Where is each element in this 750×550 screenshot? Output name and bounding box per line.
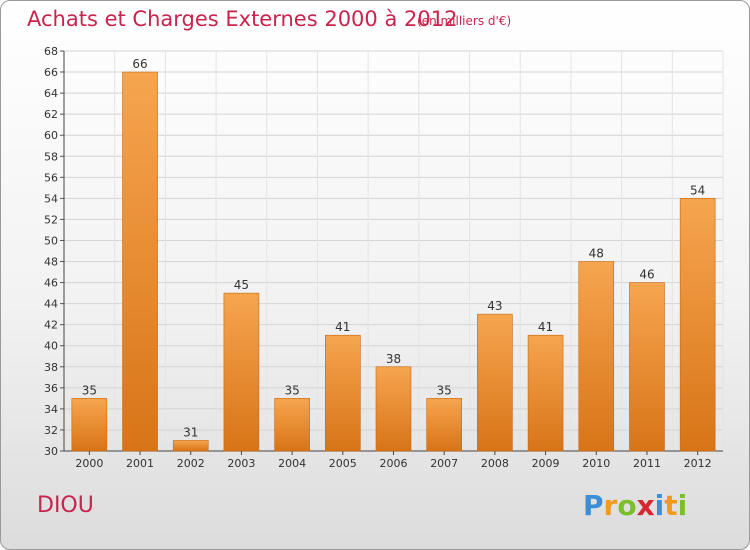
x-tick-label: 2004 [278, 457, 306, 470]
bar-value-label: 48 [589, 247, 604, 261]
logo-letter: P [583, 489, 604, 522]
y-tick-label: 48 [44, 256, 58, 269]
y-tick-label: 42 [44, 319, 58, 332]
bar-value-label: 54 [690, 183, 705, 197]
bar [527, 334, 564, 452]
proxiti-logo: Proxiti [583, 489, 687, 522]
y-tick-label: 32 [44, 424, 58, 437]
x-tick-label: 2010 [582, 457, 610, 470]
commune-name: DIOU [37, 493, 94, 518]
bar-value-label: 35 [284, 383, 299, 397]
bar-value-label: 66 [132, 57, 147, 71]
bar-value-label: 46 [639, 268, 654, 282]
bar [375, 366, 412, 452]
x-tick-label: 2008 [481, 457, 509, 470]
bar [629, 282, 665, 452]
logo-letter: x [636, 489, 655, 522]
bar-value-label: 35 [437, 383, 452, 397]
y-tick-label: 34 [44, 403, 58, 416]
bar-value-label: 35 [82, 383, 97, 397]
x-tick-label: 2003 [227, 457, 255, 470]
x-tick-label: 2007 [430, 457, 458, 470]
bar [122, 71, 158, 452]
y-tick-label: 46 [44, 277, 58, 290]
bar-value-label: 41 [335, 320, 350, 334]
y-tick-label: 62 [44, 108, 58, 121]
bar-value-label: 38 [386, 352, 401, 366]
x-tick-label: 2001 [126, 457, 154, 470]
logo-letter: t [664, 489, 678, 522]
chart-title: Achats et Charges Externes 2000 à 2012 [27, 7, 458, 31]
y-tick-label: 60 [44, 129, 58, 142]
bar [477, 313, 513, 452]
y-tick-label: 38 [44, 361, 58, 374]
y-tick-label: 30 [44, 445, 58, 458]
x-tick-label: 2009 [532, 457, 560, 470]
bar [325, 334, 361, 452]
bar [71, 398, 108, 452]
y-tick-label: 56 [44, 171, 58, 184]
y-tick-label: 40 [44, 340, 58, 353]
logo-letter: r [603, 489, 618, 522]
bar [426, 398, 462, 452]
logo-letter: o [617, 489, 637, 522]
x-tick-label: 2011 [633, 457, 661, 470]
logo-letter: i [677, 489, 688, 522]
y-tick-label: 54 [44, 192, 58, 205]
y-tick-label: 64 [44, 87, 58, 100]
labels: 30 32 34 36 38 40 42 44 46 48 50 52 54 56 58 60 62 64 66 68… [44, 45, 712, 470]
bar [274, 398, 310, 452]
x-tick-label: 2002 [177, 457, 205, 470]
bar-value-label: 45 [234, 278, 249, 292]
bars [71, 71, 716, 452]
y-tick-label: 52 [44, 213, 58, 226]
x-tick-label: 2006 [380, 457, 408, 470]
bar-value-label: 41 [538, 320, 553, 334]
x-tick-label: 2000 [75, 457, 103, 470]
bar-value-label: 43 [487, 299, 502, 313]
bar [172, 440, 209, 452]
bar [679, 198, 716, 452]
bar [223, 292, 260, 452]
y-tick-label: 68 [44, 45, 58, 58]
x-tick-label: 2012 [684, 457, 712, 470]
logo-letter: i [654, 489, 665, 522]
y-tick-label: 36 [44, 382, 58, 395]
y-tick-label: 58 [44, 150, 58, 163]
bar [578, 261, 615, 452]
bar-value-label: 31 [183, 425, 198, 439]
y-tick-label: 44 [44, 298, 58, 311]
chart-unit: (en milliers d'€) [417, 14, 512, 28]
x-tick-label: 2005 [329, 457, 357, 470]
y-tick-label: 50 [44, 234, 58, 247]
y-tick-label: 66 [44, 66, 58, 79]
